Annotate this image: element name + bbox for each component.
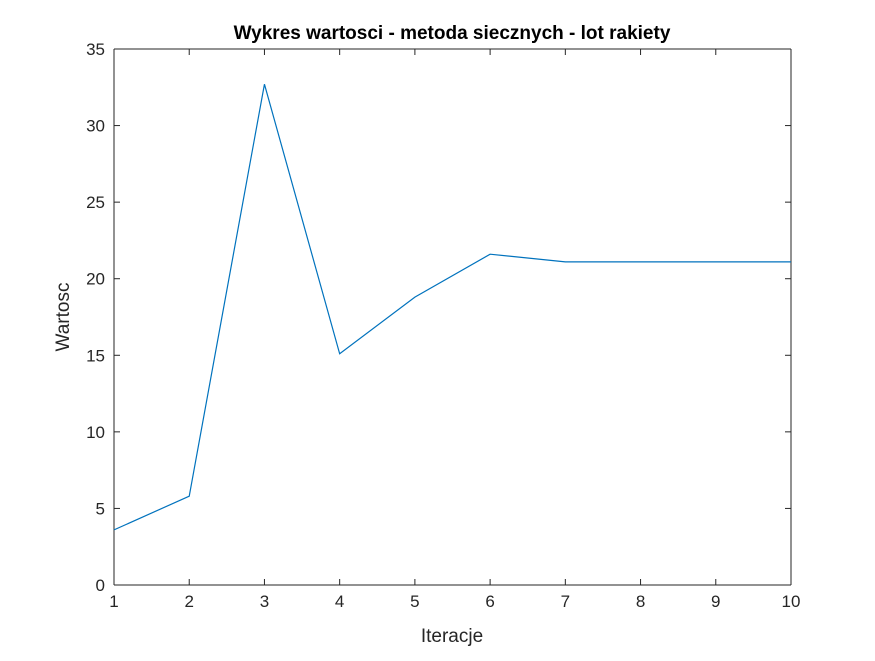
y-tick-label: 5: [96, 499, 105, 518]
x-tick-label: 4: [335, 592, 344, 611]
x-axis-label: Iteracje: [421, 626, 483, 647]
chart-title: Wykres wartosci - metoda siecznych - lot…: [234, 23, 671, 44]
plot-area: [114, 49, 791, 585]
x-tick-label: 10: [782, 592, 801, 611]
x-tick-label: 8: [636, 592, 645, 611]
x-tick-label: 7: [561, 592, 570, 611]
y-tick-label: 15: [86, 346, 105, 365]
x-tick-label: 1: [109, 592, 118, 611]
y-tick-label: 0: [96, 576, 105, 595]
y-axis-label: Wartosc: [53, 283, 74, 352]
y-tick-label: 20: [86, 270, 105, 289]
x-tick-label: 9: [711, 592, 720, 611]
axes-box: [113, 48, 792, 586]
y-axis-ticks: 0 5 10 15 20 25 30 35: [86, 40, 791, 595]
y-tick-label: 30: [86, 117, 105, 136]
y-tick-label: 35: [86, 40, 105, 59]
y-tick-label: 25: [86, 193, 105, 212]
x-tick-label: 2: [184, 592, 193, 611]
y-tick-label: 10: [86, 423, 105, 442]
series-line: [113, 84, 791, 531]
x-tick-label: 6: [485, 592, 494, 611]
x-axis-ticks: 1 2 3 4 5 6 7 8 9 10: [109, 49, 800, 611]
series-group: [113, 84, 791, 531]
x-tick-label: 3: [260, 592, 269, 611]
x-tick-label: 5: [410, 592, 419, 611]
